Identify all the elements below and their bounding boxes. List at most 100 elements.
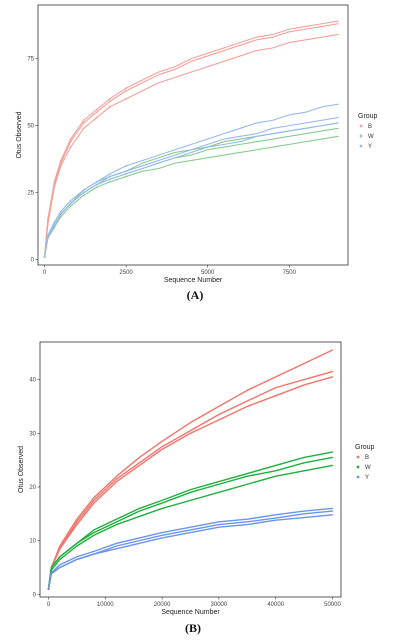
data-point-b — [95, 108, 98, 111]
series-line-y — [47, 507, 334, 590]
legend-key-b — [359, 124, 363, 128]
y-tick-label: 20 — [29, 485, 36, 491]
y-tick-label: 0 — [31, 258, 35, 264]
data-point-y — [82, 189, 85, 191]
data-point-b — [95, 111, 98, 114]
data-point-y — [125, 164, 128, 167]
data-point-b — [125, 89, 128, 92]
series-line-y — [43, 122, 339, 258]
legend-key-b — [356, 455, 360, 459]
y-axis-label: Otus Observed — [18, 446, 25, 493]
series-line-y — [43, 103, 339, 258]
legend-label-y: Y — [368, 144, 372, 150]
data-point-w — [69, 205, 72, 207]
x-tick-label: 10000 — [97, 602, 114, 608]
legend-key-w — [356, 465, 360, 469]
y-tick-label: 40 — [29, 378, 36, 384]
data-point-y — [59, 213, 62, 215]
legend-label-b: B — [368, 124, 372, 130]
data-point-b — [53, 186, 56, 189]
legend-key-w — [359, 134, 363, 138]
data-point-y — [82, 191, 85, 194]
x-tick-label: 30000 — [211, 602, 228, 608]
data-point-y — [46, 234, 49, 237]
series-line-b — [43, 33, 339, 258]
legend-label-y: Y — [365, 475, 369, 481]
series-line-b — [47, 349, 334, 590]
panel-b: 0 10000 20000 30000 40000 50000 0 10 20 30 40 Seque… — [18, 341, 375, 635]
data-point-b — [108, 105, 111, 108]
panel-a: 0 2500 5000 7500 0 25 50 75 Sequence Number Otus … — [16, 4, 378, 302]
data-point-origin — [47, 588, 50, 590]
data-point-b — [69, 146, 72, 148]
data-point-b — [108, 97, 111, 100]
x-tick-label: 2500 — [119, 270, 133, 276]
y-tick-label: 10 — [29, 539, 36, 545]
data-point-y — [59, 210, 62, 213]
panel-caption: (A) — [187, 288, 204, 302]
y-tick-label: 30 — [29, 431, 36, 437]
data-point-b — [69, 140, 72, 143]
data-point-w — [82, 194, 85, 197]
legend-title: Group — [355, 444, 375, 451]
data-point-y — [43, 256, 46, 258]
data-point-y — [125, 170, 128, 173]
series-line-w — [47, 464, 334, 590]
x-tick-label: 0 — [47, 602, 51, 608]
legend-key-y — [359, 144, 363, 148]
data-point-b — [125, 87, 128, 89]
data-point-w — [95, 186, 98, 189]
y-axis-label: Otus Observed — [16, 111, 23, 158]
plot-frame — [39, 341, 342, 598]
x-tick-label: 5000 — [201, 270, 215, 276]
data-point-y — [108, 172, 111, 175]
legend-key-y — [356, 475, 360, 479]
data-point-y — [108, 175, 111, 178]
data-point-y — [95, 181, 98, 183]
data-point-b — [69, 138, 72, 140]
data-point-y — [125, 172, 128, 175]
data-point-y — [69, 202, 72, 205]
data-point-b — [125, 97, 128, 100]
series-line-y — [47, 514, 334, 590]
data-point-y — [95, 183, 98, 186]
data-point-y — [53, 221, 56, 224]
y-tick-label: 25 — [27, 191, 34, 197]
legend-title: Group — [358, 113, 378, 120]
data-point-w — [59, 215, 62, 218]
data-point-b — [108, 100, 111, 103]
x-tick-label: 50000 — [324, 602, 341, 608]
panel-caption: (B) — [185, 621, 201, 635]
y-tick-label: 50 — [27, 124, 34, 130]
y-tick-label: 0 — [33, 592, 37, 598]
data-point-y — [53, 223, 56, 226]
x-tick-label: 40000 — [267, 602, 284, 608]
series-line-b — [47, 376, 334, 590]
data-point-b — [82, 127, 85, 130]
data-point-w — [53, 226, 56, 229]
data-point-y — [108, 178, 111, 181]
x-axis-label: Sequence Number — [161, 609, 220, 616]
series-line-b — [43, 23, 339, 258]
series-line-w — [43, 135, 339, 258]
x-tick-label: 20000 — [154, 602, 171, 608]
data-point-w — [125, 175, 128, 178]
data-point-b — [59, 164, 62, 167]
legend-label-b: B — [365, 455, 369, 461]
x-tick-label: 7500 — [283, 270, 297, 276]
data-point-w — [108, 181, 111, 183]
data-point-b — [59, 162, 62, 165]
series-line-w — [47, 456, 334, 590]
data-point-b — [95, 116, 98, 119]
data-point-b — [82, 119, 85, 122]
data-point-b — [82, 122, 85, 124]
data-point-y — [46, 237, 49, 240]
x-tick-label: 0 — [43, 270, 47, 276]
x-axis-label: Sequence Number — [164, 277, 223, 284]
plot-frame — [37, 4, 349, 266]
legend-label-w: W — [368, 134, 374, 140]
data-point-b — [46, 223, 49, 226]
legend-label-w: W — [365, 465, 371, 471]
data-point-y — [69, 199, 72, 202]
